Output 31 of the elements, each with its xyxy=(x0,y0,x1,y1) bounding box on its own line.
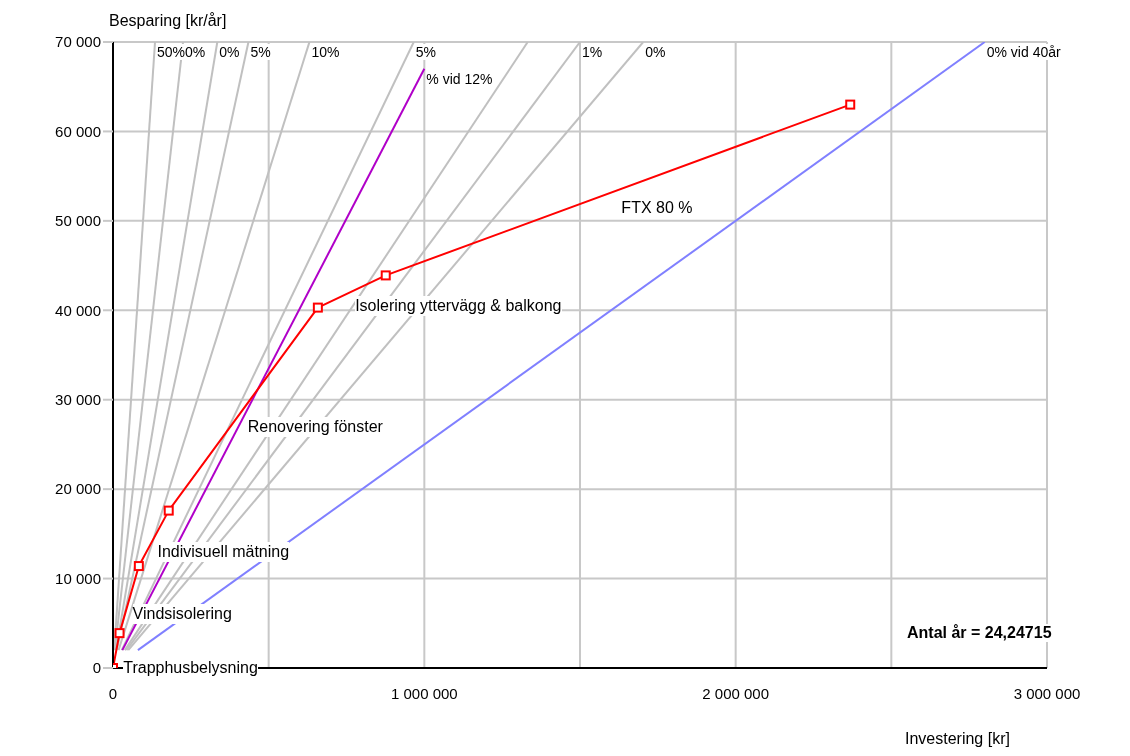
series-label: % vid 12% xyxy=(426,70,493,87)
y-tick-label: 40 000 xyxy=(55,301,101,319)
series-label: 0% xyxy=(185,44,206,60)
series-label: 0% xyxy=(219,44,240,60)
y-tick-label: 30 000 xyxy=(55,391,101,409)
series-label: 0% vid 40år xyxy=(986,44,1061,60)
y-tick-label: 70 000 xyxy=(55,33,101,51)
y-tick-label: 0 xyxy=(92,659,101,677)
y-tick-label: 10 000 xyxy=(55,569,101,587)
annotation: FTX 80 % xyxy=(621,198,693,219)
series-label: 5% xyxy=(415,44,436,60)
x-tick-label: 1 000 000 xyxy=(390,684,458,702)
series-label: 0% xyxy=(645,44,666,60)
x-tick-label: 0 xyxy=(108,684,118,702)
y-axis-title: Besparing [kr/år] xyxy=(109,12,227,30)
x-axis-title: Investering [kr] xyxy=(905,730,1010,748)
annotation: Renovering fönster xyxy=(247,416,383,437)
annotation: Indivisuell mätning xyxy=(157,541,290,562)
annotation: Antal år = 24,24715 xyxy=(907,624,1052,642)
annotation: Trapphusbelysning xyxy=(123,658,258,678)
series-label: 1% xyxy=(582,44,603,60)
series-label: 10% xyxy=(311,44,340,60)
annotation: Vindsisolering xyxy=(132,604,232,625)
x-tick-label: 3 000 000 xyxy=(1013,684,1081,702)
series-label: 5% xyxy=(250,44,271,60)
y-tick-label: 50 000 xyxy=(55,212,101,230)
series-label: 50% xyxy=(157,44,186,60)
y-tick-label: 60 000 xyxy=(55,122,101,140)
y-tick-label: 20 000 xyxy=(55,480,101,498)
annotation: Isolering yttervägg & balkong xyxy=(355,295,562,316)
x-tick-label: 2 000 000 xyxy=(702,684,770,702)
